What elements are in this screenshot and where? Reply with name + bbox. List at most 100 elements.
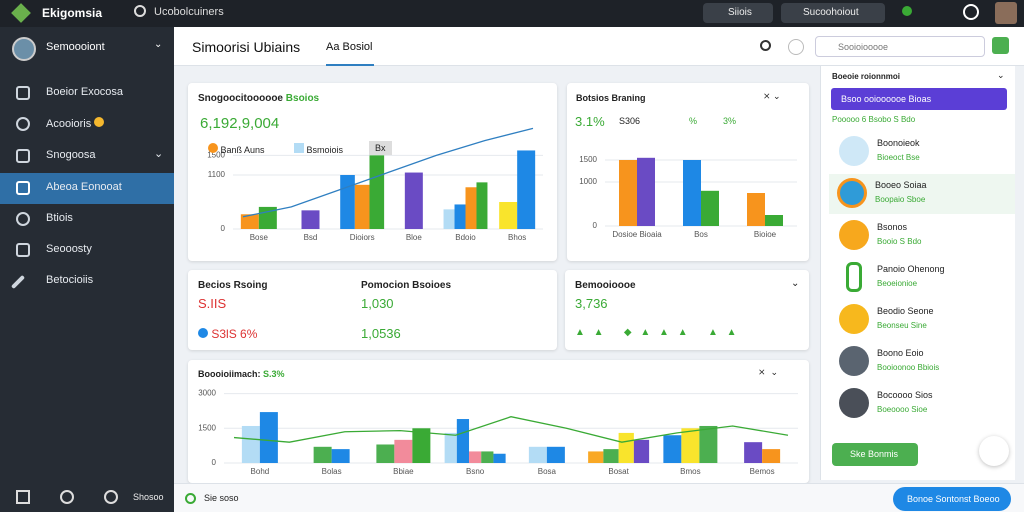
footer: Sie soso Bonoe Sontonst Boeoo [174, 483, 1024, 512]
card-title: Bemooioooe [575, 280, 636, 291]
card-title: Boooioiimach: S.3% [198, 369, 285, 379]
bar [259, 412, 278, 463]
nav-item-active[interactable]: Abeoa Eonooat [0, 173, 174, 204]
nav-item[interactable]: Snogoosa ⌄ [0, 141, 174, 171]
nav-label: Snogoosa [46, 149, 96, 161]
y-tick-label: 0 [221, 224, 226, 233]
y-tick-label: 1500 [198, 423, 216, 432]
bar [681, 428, 700, 463]
pill[interactable]: Siiois [703, 3, 773, 23]
item-title: Beodio Seone [877, 306, 934, 316]
item-sub: Bioeoct Bse [877, 153, 920, 162]
nav-item[interactable]: Btiois [0, 204, 174, 234]
bar [633, 439, 650, 463]
user-avatar [12, 37, 36, 61]
card: Botsios Braning ⨯ ⌄ 3.1% S306 % 3% 0 1000… [567, 83, 809, 261]
pill[interactable]: Sucoohoiout [781, 3, 885, 23]
chevron[interactable]: ⌄ [791, 278, 800, 289]
x-tick-label: Bioioe [754, 230, 777, 239]
legend-item[interactable]: Banß Auns [208, 143, 265, 155]
legend-label: Bsmoiois [306, 145, 344, 155]
panel: Boeoie roionnmoi ⌄ Bsoo ooioooooe Bioas … [820, 66, 1015, 480]
bar [618, 432, 634, 463]
help-icon[interactable] [963, 4, 979, 20]
card-icons[interactable]: ⨯ ⌄ [763, 91, 781, 101]
refresh-icon[interactable] [788, 39, 804, 55]
search-box[interactable]: Sooioiooooe [815, 36, 985, 57]
list-item[interactable]: Boonoieok Bioeoct Bse [831, 132, 1024, 172]
list-item[interactable]: Beodio Seone Beonseu Sine [831, 300, 1024, 340]
bar [301, 210, 320, 229]
action-button[interactable]: Ske Bonmis [832, 443, 918, 466]
bar [331, 449, 350, 463]
nav-item[interactable]: Seooosty [0, 235, 174, 265]
chevron[interactable]: ⌄ [997, 70, 1005, 80]
bar [546, 446, 565, 463]
list-item[interactable]: Booeo Soiaa Boopaio Sboe [829, 174, 1015, 214]
bar [456, 419, 470, 463]
panel-note: Pooooo 6 Bsobo S Bdo [832, 115, 916, 124]
x-tick-label: Bsno [466, 467, 485, 476]
x-tick-label: Bloe [406, 233, 423, 242]
legend-item[interactable]: Bsmoiois [294, 143, 343, 155]
x-tick-label: Dosioe Bioaia [612, 230, 662, 239]
bar [493, 453, 506, 463]
bar [444, 432, 457, 463]
item-title: Boono Eoio [877, 348, 924, 358]
search-icon[interactable] [760, 40, 771, 51]
list-item[interactable]: Bsonos Booio S Bdo [831, 216, 1024, 256]
nav-item[interactable]: Acooioris [0, 109, 174, 139]
home-icon[interactable] [16, 490, 30, 504]
bar [517, 150, 536, 229]
chevron[interactable]: ⌄ [154, 39, 163, 50]
item-sub: Boeoooo Sioe [877, 405, 928, 414]
user-name[interactable]: Semoooiont [46, 41, 105, 53]
card-value: 1,030 [361, 296, 394, 311]
stat: % [689, 116, 698, 126]
notif-icon[interactable] [902, 6, 912, 16]
footer-label: Shosoo [133, 492, 164, 502]
legend-item[interactable]: Bx [369, 141, 392, 155]
icon[interactable] [60, 490, 74, 504]
bar [619, 160, 637, 226]
topbar: Ekigomsia Ucobolcuiners Siiois Sucoohoio… [0, 0, 1024, 27]
bar [701, 190, 719, 226]
status-text: Sie soso [204, 493, 239, 503]
add-button[interactable] [992, 37, 1009, 54]
list-item[interactable]: Bocoooo Sios Boeoooo Sioe [831, 384, 1024, 424]
bar [699, 425, 718, 463]
card-value: 6,192,9,004 [200, 115, 280, 132]
card-icons[interactable]: ⨯ ⌄ [758, 367, 779, 377]
sidebar: Semoooiont ⌄ Boeior Exocosa Acooioris Sn… [0, 27, 174, 512]
avatar[interactable] [995, 2, 1017, 24]
search-icon[interactable] [134, 5, 146, 17]
nav-label: Btiois [46, 212, 73, 224]
primary-button[interactable]: Bsoo ooioooooe Bioas [831, 88, 1007, 110]
tab[interactable]: Aa Bosiol [326, 41, 374, 66]
x-tick-label: Bos [694, 230, 708, 239]
item-title: Booeo Soiaa [875, 180, 927, 190]
logo [11, 3, 31, 23]
x-tick-label: Bosa [538, 467, 557, 476]
icon[interactable] [104, 490, 118, 504]
list-item[interactable]: Panoio Ohenong Beoeionioe [831, 258, 1024, 298]
footer-button[interactable]: Bonoe Sontonst Boeoo [893, 487, 1011, 511]
header: Simoorisi Ubiains Aa Bosiol Sooioiooooe [174, 27, 1024, 66]
item-sub: Booio S Bdo [877, 237, 922, 246]
item-title: Panoio Ohenong [877, 264, 945, 274]
bar [603, 449, 619, 463]
list-item[interactable]: Boono Eoio Booioonoo Bbiois [831, 342, 1024, 382]
nav-item[interactable]: Boeior Exocosa [0, 78, 174, 108]
x-tick-label: Bsd [304, 233, 318, 242]
search-text[interactable]: Ucobolcuiners [154, 6, 224, 18]
nav-item[interactable]: Betocioiis [0, 266, 174, 296]
item-sub: Boopaio Sboe [875, 195, 926, 204]
title: Boooioiimach: [198, 369, 261, 379]
y-tick-label: 1500 [579, 155, 597, 164]
nav-label: Abeoa Eonooat [46, 181, 122, 193]
chart: 0 1000 1500 Dosioe Bioaia Bos Bioioe [579, 155, 797, 239]
status-icon [185, 493, 196, 504]
chat-button[interactable] [979, 436, 1009, 466]
card-title: Botsios Braning [576, 93, 646, 103]
